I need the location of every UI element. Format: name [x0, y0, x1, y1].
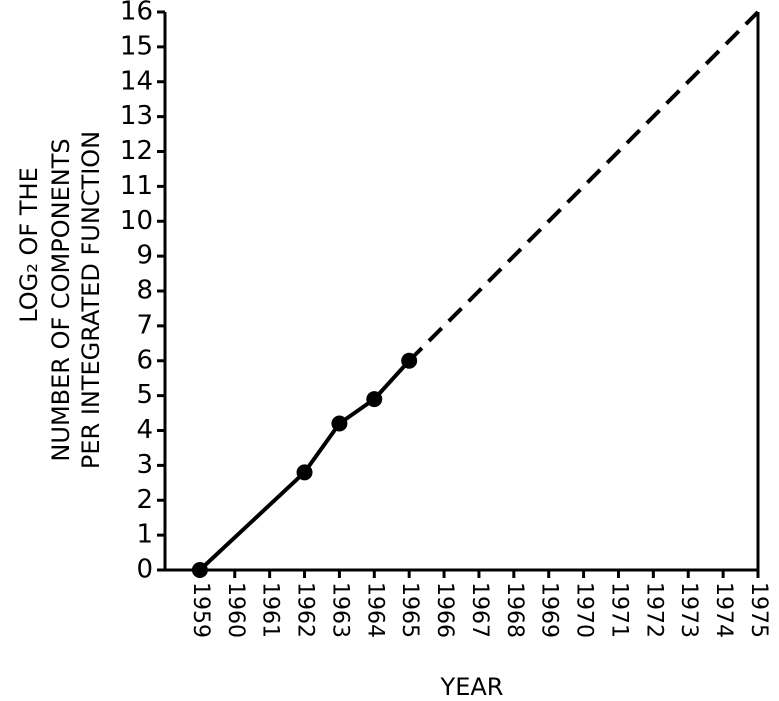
y-tick-label: 10 — [120, 206, 153, 236]
y-tick-label: 8 — [136, 276, 153, 306]
x-tick-label: 1965 — [397, 582, 422, 638]
x-axis-label: YEAR — [440, 673, 504, 701]
y-tick-label: 0 — [136, 555, 153, 585]
x-tick-label: 1975 — [746, 582, 771, 638]
y-tick-label: 13 — [120, 101, 153, 131]
y-tick-label: 1 — [136, 520, 153, 550]
y-axis-label-line: NUMBER OF COMPONENTS — [47, 138, 75, 461]
y-tick-label: 16 — [120, 0, 153, 27]
y-tick-label: 2 — [136, 485, 153, 515]
data-point — [366, 391, 383, 408]
y-axis-label-line: PER INTEGRATED FUNCTION — [77, 131, 105, 469]
x-tick-label: 1966 — [432, 582, 457, 638]
x-tick-label: 1970 — [572, 582, 597, 638]
data-point — [191, 562, 208, 578]
y-tick-label: 9 — [136, 241, 153, 271]
data-line — [407, 10, 760, 363]
x-tick-label: 1959 — [188, 582, 213, 638]
data-point — [296, 464, 313, 481]
y-tick-label: 14 — [120, 66, 153, 96]
y-tick-label: 12 — [120, 136, 153, 166]
x-tick-label: 1960 — [223, 582, 248, 638]
x-tick-label: 1974 — [711, 582, 736, 638]
y-axis-label: LOG₂ OF THE NUMBER OF COMPONENTS PER INT… — [15, 131, 105, 469]
x-tick-label: 1971 — [606, 582, 631, 638]
y-axis-label-line: LOG₂ OF THE — [15, 167, 43, 322]
y-tick-label: 4 — [136, 415, 153, 445]
y-tick-label: 6 — [136, 345, 153, 375]
y-tick-label: 7 — [136, 310, 153, 340]
x-tick-label: 1967 — [467, 582, 492, 638]
x-tick-label: 1973 — [676, 582, 701, 638]
x-tick-label: 1969 — [537, 582, 562, 638]
y-tick-label: 11 — [120, 171, 153, 201]
y-tick-label: 3 — [136, 450, 153, 480]
x-tick-label: 1968 — [502, 582, 527, 638]
y-tick-label: 15 — [120, 31, 153, 61]
x-tick-label: 1964 — [362, 582, 387, 638]
x-tick-label: 1961 — [258, 582, 283, 638]
y-tick-label: 5 — [136, 380, 153, 410]
x-tick-label: 1962 — [293, 582, 318, 638]
data-point — [331, 415, 348, 432]
x-tick-label: 1972 — [641, 582, 666, 638]
x-tick-label: 1963 — [327, 582, 352, 638]
